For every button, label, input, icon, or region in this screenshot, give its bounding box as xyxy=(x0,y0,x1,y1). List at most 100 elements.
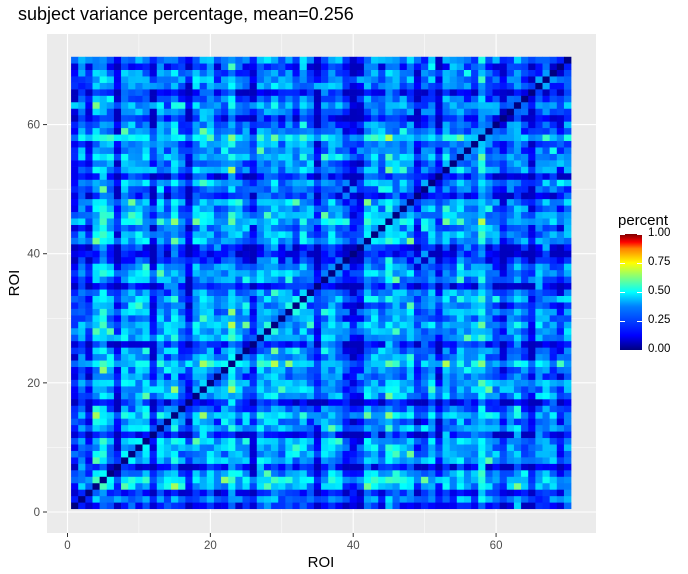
heatmap-cell xyxy=(442,431,450,439)
heatmap-cell xyxy=(92,237,100,245)
heatmap-cell xyxy=(335,218,343,225)
heatmap-cell xyxy=(185,134,193,142)
heatmap-cell xyxy=(463,340,472,348)
heatmap-cell xyxy=(549,218,558,225)
heatmap-cell xyxy=(128,470,136,477)
heatmap-cell xyxy=(513,437,522,445)
heatmap-cell xyxy=(121,82,129,90)
heatmap-cell xyxy=(106,340,115,348)
heatmap-cell xyxy=(335,379,343,387)
heatmap-cell xyxy=(506,276,515,284)
legend-tick-label: 0.75 xyxy=(648,256,671,268)
heatmap-cell xyxy=(428,276,436,284)
heatmap-cell xyxy=(78,405,86,413)
heatmap-cell xyxy=(392,95,400,103)
heatmap-cell xyxy=(542,470,550,477)
heatmap-cell xyxy=(213,386,222,393)
heatmap-cell xyxy=(135,386,143,393)
heatmap-cell xyxy=(528,340,536,348)
heatmap-cell xyxy=(106,121,115,129)
heatmap-cell xyxy=(499,470,508,477)
heatmap-cell xyxy=(113,360,122,368)
heatmap-cell xyxy=(485,470,493,477)
heatmap-cell xyxy=(135,95,143,103)
heatmap-cell xyxy=(235,340,243,348)
heatmap-cell xyxy=(563,166,572,174)
heatmap-cell xyxy=(421,218,429,225)
heatmap-cell xyxy=(263,444,272,451)
heatmap-cell xyxy=(399,198,408,206)
heatmap-cell xyxy=(149,244,158,251)
heatmap-cell xyxy=(156,502,165,510)
heatmap-cell xyxy=(235,347,243,355)
heatmap-cell xyxy=(178,269,186,277)
heatmap-cell xyxy=(435,399,443,406)
heatmap-cell xyxy=(513,392,522,400)
heatmap-cell xyxy=(328,56,336,64)
heatmap-cell xyxy=(278,198,286,206)
heatmap-cell xyxy=(235,321,243,329)
heatmap-cell xyxy=(113,379,122,387)
heatmap-cell xyxy=(199,114,208,122)
heatmap-cell xyxy=(149,166,158,174)
heatmap-cell xyxy=(535,256,543,264)
heatmap-cell xyxy=(99,308,108,316)
heatmap-cell xyxy=(435,147,443,154)
heatmap-cell xyxy=(235,457,243,464)
heatmap-cell xyxy=(113,147,122,154)
heatmap-cell xyxy=(221,470,229,477)
heatmap-cell xyxy=(235,69,243,77)
heatmap-cell xyxy=(278,321,286,329)
heatmap-cell xyxy=(306,276,315,284)
heatmap-cell xyxy=(471,134,479,142)
heatmap-cell xyxy=(478,211,486,219)
heatmap-cell xyxy=(535,205,543,213)
heatmap-cell xyxy=(99,63,108,70)
heatmap-cell xyxy=(199,76,208,83)
heatmap-cell xyxy=(163,218,172,225)
heatmap-cell xyxy=(349,127,358,135)
heatmap-cell xyxy=(463,489,472,497)
heatmap-cell xyxy=(378,302,386,309)
heatmap-cell xyxy=(242,386,250,393)
heatmap-cell xyxy=(292,360,300,368)
heatmap-cell xyxy=(413,276,422,284)
heatmap-cell xyxy=(471,108,479,116)
heatmap-cell xyxy=(99,140,108,148)
heatmap-cell xyxy=(263,340,272,348)
heatmap-cell xyxy=(385,347,393,355)
heatmap-cell xyxy=(349,411,358,419)
heatmap-cell xyxy=(435,121,443,129)
heatmap-cell xyxy=(413,386,422,393)
heatmap-cell xyxy=(185,470,193,477)
heatmap-cell xyxy=(278,437,286,445)
heatmap-cell xyxy=(563,424,572,432)
heatmap-cell xyxy=(199,95,208,103)
heatmap-cell xyxy=(542,405,550,413)
heatmap-cell xyxy=(185,308,193,316)
heatmap-cell xyxy=(178,347,186,355)
heatmap-cell xyxy=(521,321,529,329)
heatmap-cell xyxy=(499,108,508,116)
heatmap-cell xyxy=(149,134,158,142)
heatmap-cell xyxy=(299,237,308,245)
heatmap-cell xyxy=(149,347,158,355)
heatmap-cell xyxy=(449,399,458,406)
heatmap-cell xyxy=(413,147,422,154)
heatmap-cell xyxy=(121,386,129,393)
heatmap-cell xyxy=(299,424,308,432)
heatmap-cell xyxy=(356,211,365,219)
heatmap-cell xyxy=(299,166,308,174)
legend-colorbar xyxy=(620,234,642,350)
heatmap-cell xyxy=(435,327,443,335)
heatmap-cell xyxy=(99,160,108,167)
heatmap-cell xyxy=(171,218,179,225)
heatmap-cell xyxy=(221,463,229,471)
heatmap-cell xyxy=(406,411,415,419)
diagonal-cell xyxy=(371,231,379,238)
heatmap-cell xyxy=(271,482,279,490)
heatmap-cell xyxy=(163,198,172,206)
heatmap-cell xyxy=(421,173,429,180)
heatmap-cell xyxy=(199,431,208,439)
heatmap-cell xyxy=(263,315,272,322)
